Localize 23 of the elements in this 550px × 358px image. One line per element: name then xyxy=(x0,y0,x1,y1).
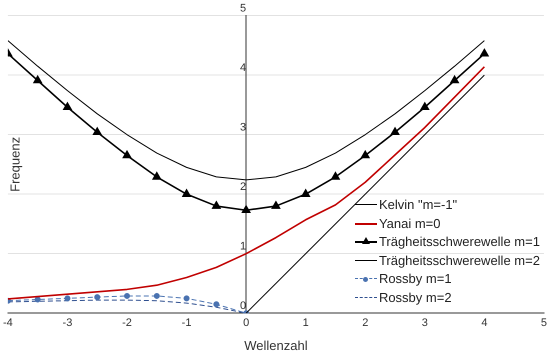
legend-label: Yanai m=0 xyxy=(378,214,440,233)
legend-label: Kelvin "m=-1" xyxy=(378,196,458,214)
x-tick-label: 2 xyxy=(362,316,368,329)
y-axis-title: Frequenz xyxy=(8,136,23,192)
y-tick-label: 0 xyxy=(240,300,246,312)
y-tick-label: 5 xyxy=(240,2,246,15)
x-tick-label: 4 xyxy=(481,316,488,329)
x-tick-label: -1 xyxy=(182,316,192,329)
legend-label: Trägheitsschwerewelle m=1 xyxy=(378,233,540,252)
x-tick-label: 1 xyxy=(302,316,309,329)
x-tick-label: 5 xyxy=(540,316,548,329)
x-tick-label: -2 xyxy=(122,316,132,329)
x-tick-label: -4 xyxy=(3,316,13,329)
x-axis-title: Wellenzahl xyxy=(244,338,308,353)
legend-label: Rossby m=2 xyxy=(378,288,452,307)
x-tick-label: -3 xyxy=(62,316,72,329)
y-tick-label: 4 xyxy=(240,62,246,74)
legend-label: Rossby m=1 xyxy=(378,270,452,288)
y-tick-label: 1 xyxy=(240,240,246,253)
x-tick-label: 3 xyxy=(422,316,428,329)
legend-label: Trägheitsschwerewelle m=2 xyxy=(378,252,540,270)
y-tick-label: 2 xyxy=(240,181,246,194)
y-tick-label: 3 xyxy=(240,122,246,134)
